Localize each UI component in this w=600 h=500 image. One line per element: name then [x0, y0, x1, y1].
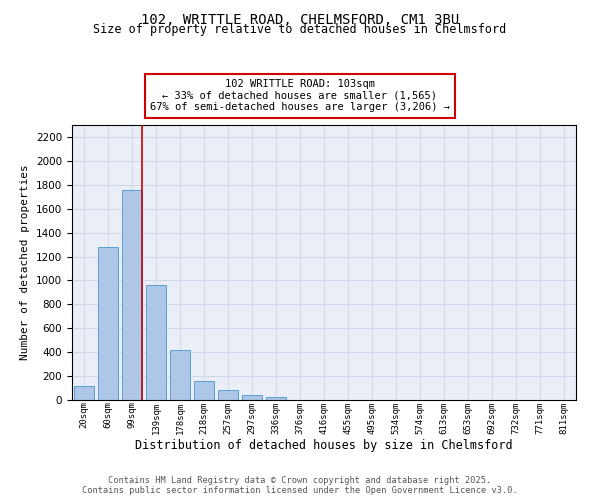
- Bar: [74, 386, 94, 400]
- Text: 102 WRITTLE ROAD: 103sqm
← 33% of detached houses are smaller (1,565)
67% of sem: 102 WRITTLE ROAD: 103sqm ← 33% of detach…: [150, 80, 450, 112]
- Bar: [98, 247, 118, 400]
- Text: Contains HM Land Registry data © Crown copyright and database right 2025.
Contai: Contains HM Land Registry data © Crown c…: [82, 476, 518, 495]
- Bar: [218, 390, 238, 400]
- X-axis label: Distribution of detached houses by size in Chelmsford: Distribution of detached houses by size …: [135, 439, 513, 452]
- Bar: [194, 382, 214, 400]
- Bar: [122, 190, 142, 400]
- Text: Size of property relative to detached houses in Chelmsford: Size of property relative to detached ho…: [94, 22, 506, 36]
- Bar: [242, 395, 262, 400]
- Bar: [170, 350, 190, 400]
- Text: 102, WRITTLE ROAD, CHELMSFORD, CM1 3BU: 102, WRITTLE ROAD, CHELMSFORD, CM1 3BU: [141, 12, 459, 26]
- Y-axis label: Number of detached properties: Number of detached properties: [20, 164, 31, 360]
- Bar: [146, 285, 166, 400]
- Bar: [266, 397, 286, 400]
